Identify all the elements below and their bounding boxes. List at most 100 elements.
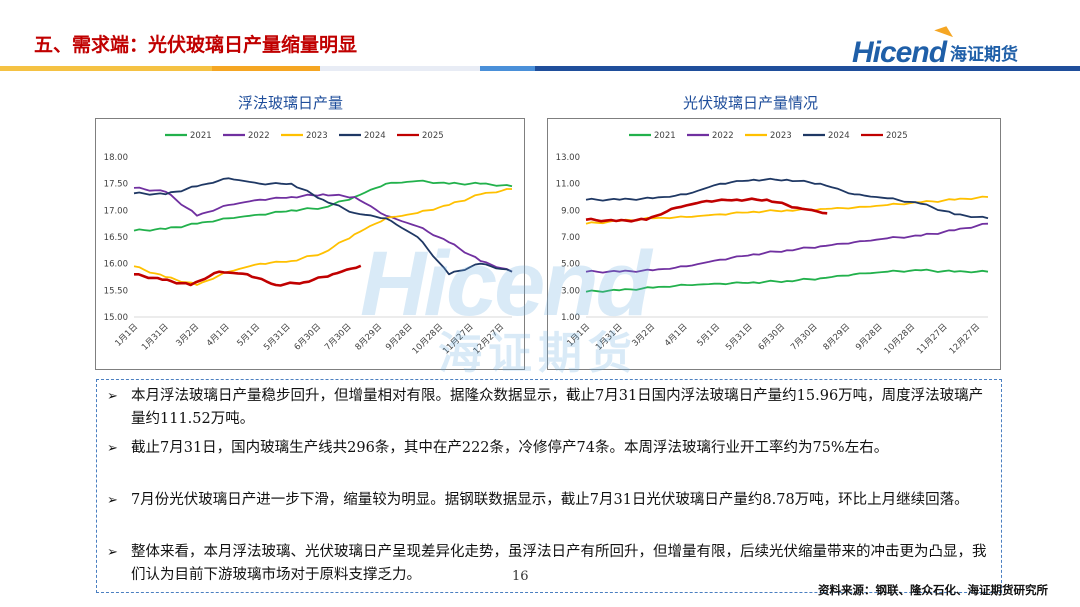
x-tick-label: 6月30日 [293, 322, 324, 353]
x-tick-label: 7月30日 [323, 322, 354, 353]
header-band-segment [480, 66, 535, 71]
pv-glass-chart: 2021 2022 2023 2024 2025 13.00 11.00 9.00 7.00 5.… [547, 118, 1001, 370]
hicend-logo: Hicend 海证期货 [852, 22, 1019, 69]
bullet-text: 截止7月31日，国内玻璃生产线共296条，其中在产222条，冷修停产74条。本周… [131, 440, 889, 456]
chart-title-pv-glass: 光伏玻璃日产量情况 [683, 94, 819, 112]
legend-item: 2023 [745, 131, 792, 141]
y-tick-label: 9.00 [561, 206, 580, 216]
y-tick-label: 15.50 [104, 286, 128, 296]
logo-text-cn: 海证期货 [950, 45, 1019, 65]
chart-title-float-glass: 浮法玻璃日产量 [238, 94, 344, 112]
y-tick-label: 17.50 [104, 180, 128, 190]
legend-label: 2024 [364, 131, 386, 141]
y-tick-label: 7.00 [561, 233, 580, 243]
bullet-text: 整体来看，本月浮法玻璃、光伏玻璃日产呈现差异化走势，虽浮法日产有所回升，但增量有… [131, 544, 987, 583]
header-band-segment [212, 66, 320, 71]
x-tick-label: 1月31日 [594, 322, 625, 353]
x-tick-label: 1月1日 [113, 322, 140, 349]
x-tick-label: 8月29日 [822, 322, 853, 353]
x-tick-label: 4月1日 [663, 322, 690, 349]
pv-glass-chart-svg: 2021 2022 2023 2024 2025 13.00 11.00 9.00 7.00 5.… [556, 131, 989, 356]
series-line-2021 [585, 268, 989, 293]
bullet-arrow-icon: ➢ [107, 545, 118, 560]
legend-label: 2023 [770, 131, 792, 141]
bullet-item-3: ➢ 7月份光伏玻璃日产进一步下滑，缩量较为明显。据钢联数据显示，截止7月31日光… [107, 489, 991, 512]
x-tick-label: 11月27日 [915, 322, 949, 356]
x-tick-label: 6月30日 [757, 322, 788, 353]
y-tick-label: 18.00 [104, 153, 128, 163]
header-band-segment [320, 66, 480, 71]
series-line-2025 [585, 197, 828, 223]
series-line-2022 [133, 186, 513, 273]
legend-label: 2025 [886, 131, 908, 141]
x-tick-label: 9月28日 [384, 322, 415, 353]
y-tick-label: 3.00 [561, 286, 580, 296]
legend-label: 2022 [712, 131, 734, 141]
logo-text-en: Hicend [852, 36, 947, 69]
x-tick-label: 1月1日 [565, 322, 592, 349]
source-note: 资料来源：钢联、隆众石化、海证期货研究所 [818, 583, 1048, 597]
float-glass-chart: 2021 2022 2023 2024 2025 18.00 17.50 17.00 16.50… [95, 118, 525, 370]
legend-item: 2022 [687, 131, 734, 141]
x-tick-label: 10月28日 [883, 322, 917, 356]
legend-item: 2024 [339, 131, 386, 141]
x-tick-label: 12月27日 [948, 322, 982, 356]
bullet-text: 7月份光伏玻璃日产进一步下滑，缩量较为明显。据钢联数据显示，截止7月31日光伏玻… [131, 492, 969, 508]
header-band-segment [535, 66, 1080, 71]
y-tick-label: 17.00 [104, 206, 128, 216]
bullet-arrow-icon: ➢ [107, 493, 118, 508]
x-tick-label: 12月27日 [472, 322, 506, 356]
x-tick-label: 5月31日 [724, 322, 755, 353]
bullet-arrow-icon: ➢ [107, 441, 118, 456]
bullet-item-2: ➢ 截止7月31日，国内玻璃生产线共296条，其中在产222条，冷修停产74条。… [107, 437, 991, 460]
legend-item: 2024 [803, 131, 850, 141]
analysis-textbox: ➢ 本月浮法玻璃日产量稳步回升，但增量相对有限。据隆众数据显示，截止7月31日国… [96, 379, 1002, 593]
x-tick-label: 11月27日 [441, 322, 475, 356]
x-tick-label: 5月1日 [235, 322, 262, 349]
series-line-2024 [133, 177, 513, 276]
x-tick-label: 3月2日 [630, 322, 657, 349]
legend-item: 2021 [629, 131, 676, 141]
y-tick-label: 16.50 [104, 233, 128, 243]
bullet-text: 本月浮法玻璃日产量稳步回升，但增量相对有限。据隆众数据显示，截止7月31日国内浮… [131, 388, 984, 427]
bullet-item-4: ➢ 整体来看，本月浮法玻璃、光伏玻璃日产呈现差异化走势，虽浮法日产有所回升，但增… [107, 541, 991, 583]
y-tick-label: 1.00 [561, 313, 580, 323]
bullet-item-1: ➢ 本月浮法玻璃日产量稳步回升，但增量相对有限。据隆众数据显示，截止7月31日国… [107, 385, 991, 427]
legend-item: 2025 [397, 131, 444, 141]
x-tick-label: 3月2日 [174, 322, 201, 349]
y-tick-label: 16.00 [104, 260, 128, 270]
series-line-2021 [133, 179, 513, 232]
legend-item: 2025 [861, 131, 908, 141]
x-tick-label: 8月29日 [354, 322, 385, 353]
legend-label: 2021 [190, 131, 212, 141]
x-tick-label: 7月30日 [789, 322, 820, 353]
y-tick-label: 13.00 [556, 153, 580, 163]
page-number: 16 [512, 569, 529, 584]
legend-label: 2021 [654, 131, 676, 141]
series-line-2023 [133, 188, 512, 286]
x-tick-label: 5月1日 [695, 322, 722, 349]
legend-label: 2025 [422, 131, 444, 141]
y-tick-label: 5.00 [561, 260, 580, 270]
series-line-2024 [585, 177, 989, 220]
legend-label: 2024 [828, 131, 850, 141]
series-line-2022 [585, 222, 989, 274]
legend-item: 2022 [223, 131, 270, 141]
header-band-segment [0, 66, 212, 71]
x-tick-label: 9月28日 [854, 322, 885, 353]
series-line-2025 [134, 264, 362, 287]
float-glass-chart-svg: 2021 2022 2023 2024 2025 18.00 17.50 17.00 16.50… [104, 131, 513, 356]
legend-item: 2021 [165, 131, 212, 141]
x-tick-label: 1月31日 [140, 322, 171, 353]
page-title: 五、需求端：光伏玻璃日产量缩量明显 [34, 34, 358, 56]
x-tick-label: 4月1日 [205, 322, 232, 349]
legend-item: 2023 [281, 131, 328, 141]
y-tick-label: 15.00 [104, 313, 128, 323]
x-tick-label: 5月31日 [262, 322, 293, 353]
x-tick-label: 10月28日 [411, 322, 445, 356]
legend-label: 2022 [248, 131, 270, 141]
legend-label: 2023 [306, 131, 328, 141]
y-tick-label: 11.00 [556, 180, 580, 190]
series-line-2023 [585, 195, 989, 225]
bullet-arrow-icon: ➢ [107, 389, 118, 404]
